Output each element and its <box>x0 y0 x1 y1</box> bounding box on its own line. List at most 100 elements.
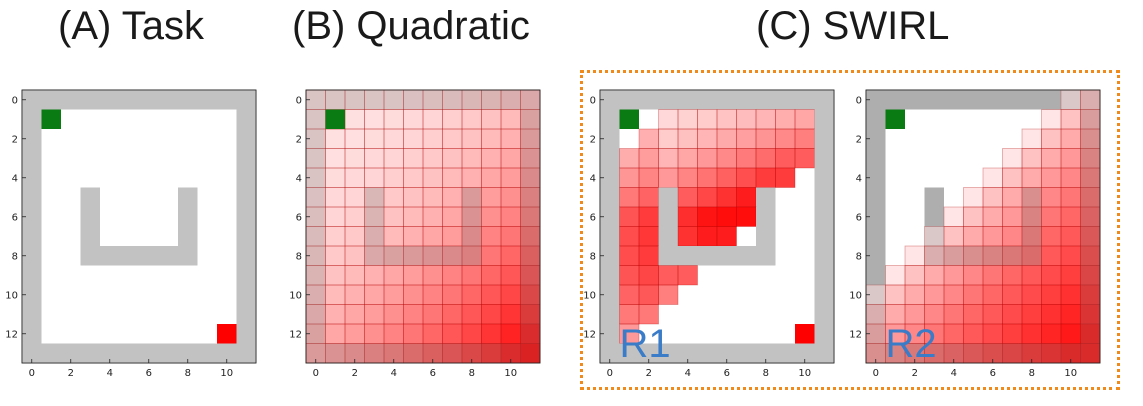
wall-overlay-cell <box>403 343 423 363</box>
wall-cell <box>600 226 620 246</box>
x-tick-label: 8 <box>1029 368 1035 379</box>
wall-cell <box>924 207 944 227</box>
reward-cell <box>325 167 346 188</box>
reward-cell <box>461 109 482 130</box>
reward-cell <box>364 284 385 305</box>
wall-overlay-cell <box>481 343 501 363</box>
wall-overlay-cell <box>520 148 540 168</box>
reward-cell <box>500 206 521 227</box>
reward-cell <box>1021 187 1042 208</box>
wall-overlay-cell <box>1080 304 1100 324</box>
wall-overlay-cell <box>306 207 326 227</box>
reward-cell <box>422 245 443 266</box>
wall-overlay-cell <box>306 343 326 363</box>
reward-cell <box>344 245 365 266</box>
reward-cell <box>1041 304 1062 325</box>
reward-cell <box>1041 226 1062 247</box>
reward-cell <box>982 167 1003 188</box>
wall-cell <box>100 246 120 266</box>
reward-cell <box>461 226 482 247</box>
reward-cell <box>677 128 698 149</box>
reward-cell <box>1041 128 1062 149</box>
wall-overlay-cell <box>345 343 365 363</box>
wall-overlay-cell <box>520 265 540 285</box>
x-tick-label: 2 <box>912 368 918 379</box>
reward-cell <box>677 148 698 169</box>
x-tick-label: 0 <box>607 368 613 379</box>
reward-cell <box>403 128 424 149</box>
reward-cell <box>638 304 659 325</box>
wall-cell <box>197 90 217 110</box>
reward-cell <box>442 167 463 188</box>
reward-cell <box>716 187 737 208</box>
wall-cell <box>22 207 42 227</box>
wall-overlay-cell <box>1080 129 1100 149</box>
reward-cell <box>677 167 698 188</box>
reward-cell <box>383 265 404 286</box>
reward-cell <box>982 323 1003 344</box>
reward-cell <box>403 226 424 247</box>
reward-cell <box>697 226 718 247</box>
x-tick-label: 6 <box>990 368 996 379</box>
reward-cell <box>364 109 385 130</box>
reward-cell <box>943 323 964 344</box>
wall-cell <box>814 187 834 207</box>
wall-overlay-cell <box>403 90 423 110</box>
reward-cell <box>442 148 463 169</box>
wall-cell <box>22 324 42 344</box>
wall-cell <box>866 168 886 188</box>
wall-cell <box>80 226 100 246</box>
reward-cell <box>1041 109 1062 130</box>
reward-cell <box>403 304 424 325</box>
wall-cell <box>217 90 237 110</box>
reward-cell <box>364 167 385 188</box>
wall-cell <box>814 207 834 227</box>
wall-overlay-cell <box>944 246 964 266</box>
reward-cell <box>1060 206 1081 227</box>
wall-overlay-cell <box>306 187 326 207</box>
reward-cell <box>716 148 737 169</box>
reward-cell <box>461 206 482 227</box>
y-tick-label: 8 <box>856 251 862 262</box>
wall-cell <box>658 343 678 363</box>
wall-cell <box>814 148 834 168</box>
reward-cell <box>982 226 1003 247</box>
wall-overlay-cell <box>462 343 482 363</box>
reward-cell <box>1002 206 1023 227</box>
wall-overlay-cell <box>924 246 944 266</box>
reward-cell <box>325 284 346 305</box>
title-quadratic: (B) Quadratic <box>292 4 530 48</box>
start-cell <box>325 109 345 129</box>
reward-cell <box>383 284 404 305</box>
wall-cell <box>236 246 256 266</box>
quadratic-reward-plot: 0 2 4 6 8 10 0 2 4 6 8 10 12 <box>289 86 546 379</box>
reward-cell <box>1041 323 1062 344</box>
start-cell <box>41 109 61 129</box>
y-tick-label: 6 <box>590 212 596 223</box>
wall-overlay-cell <box>306 148 326 168</box>
y-tick-label: 6 <box>296 212 302 223</box>
x-tick-label: 2 <box>646 368 652 379</box>
wall-cell <box>697 343 717 363</box>
wall-overlay-cell <box>520 109 540 129</box>
reward-cell <box>500 187 521 208</box>
y-tick-label: 10 <box>849 290 862 301</box>
wall-cell <box>795 90 815 110</box>
reward-cell <box>794 148 815 169</box>
wall-overlay-cell <box>1080 207 1100 227</box>
y-tick-label: 10 <box>5 290 18 301</box>
reward-cell <box>364 128 385 149</box>
x-tick-label: 6 <box>146 368 152 379</box>
wall-cell <box>236 90 256 110</box>
wall-cell <box>678 246 698 266</box>
wall-cell <box>80 343 100 363</box>
wall-cell <box>22 168 42 188</box>
reward-cell <box>943 245 964 266</box>
reward-cell <box>325 206 346 227</box>
reward-cell <box>344 109 365 130</box>
reward-cell <box>344 148 365 169</box>
x-tick-label: 2 <box>68 368 74 379</box>
wall-overlay-cell <box>866 226 886 246</box>
reward-cell <box>697 187 718 208</box>
wall-cell <box>814 246 834 266</box>
